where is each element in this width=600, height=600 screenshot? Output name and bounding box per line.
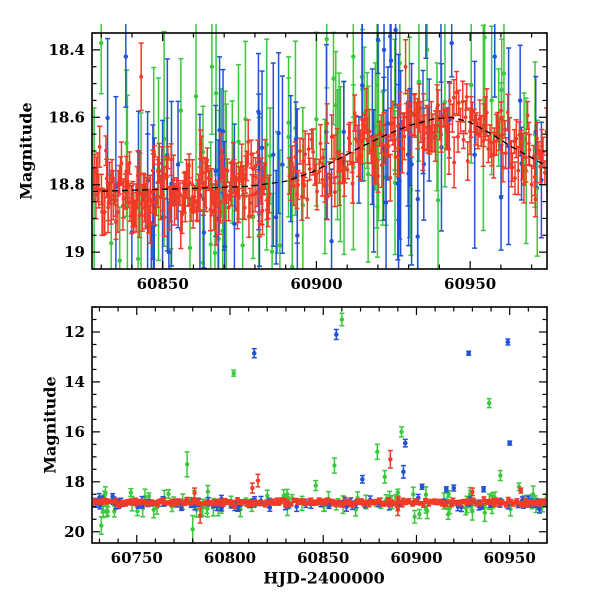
y-axis-label-top: Magnitude (16, 102, 36, 200)
x-tick-label: 60850 (297, 549, 349, 567)
y-tick-label: 14 (64, 373, 85, 391)
y-tick-label: 16 (64, 423, 85, 441)
x-tick-label: 60950 (444, 275, 496, 293)
y-tick-label: 18.8 (48, 176, 85, 194)
red-band-series (93, 38, 546, 250)
y-axis-label-bottom: Magnitude (40, 376, 60, 474)
blue-band-series (105, 24, 544, 269)
y-tick-label: 18 (64, 473, 85, 491)
model-curve-dashed (93, 116, 546, 193)
x-tick-label: 60950 (484, 549, 536, 567)
y-tick-label: 20 (64, 523, 85, 541)
bottom-panel-full-light-curve: 60750 60800 60850 60900 60950 12 14 16 18 20 (64, 306, 548, 567)
blue-band-series (93, 328, 546, 514)
y-tick-label: 18.6 (48, 108, 85, 126)
y-tick-label: 18.4 (48, 41, 85, 59)
green-band-series (93, 24, 540, 269)
y-tick-label: 19 (64, 243, 85, 261)
panel-frame (91, 306, 548, 544)
top-panel-zoomed-light-curve: 60850 60900 60950 18.4 18.6 18.8 19 (48, 24, 548, 293)
x-tick-label: 60750 (111, 549, 163, 567)
x-tick-label: 60900 (390, 549, 442, 567)
y-tick-label: 12 (64, 323, 85, 341)
x-tick-label: 60800 (204, 549, 256, 567)
x-axis-label: HJD-2400000 (263, 568, 385, 588)
red-band-series (93, 449, 546, 524)
panel-frame (91, 32, 548, 270)
x-tick-label: 60900 (290, 275, 342, 293)
x-tick-label: 60850 (137, 275, 189, 293)
